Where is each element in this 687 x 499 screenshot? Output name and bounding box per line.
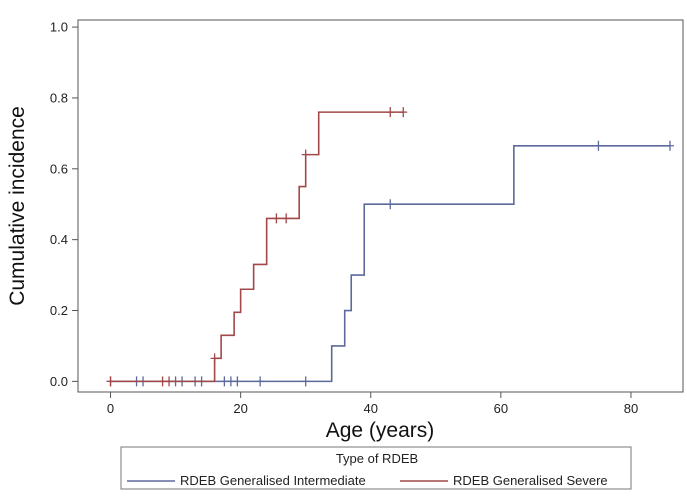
y-axis: 0.0 0.2 0.4 0.6 0.8 1.0 [50,20,78,389]
censor-mark [665,140,674,151]
censor-mark [594,140,603,151]
series-step-line [110,111,404,383]
censor-mark [301,149,310,160]
censor-mark [210,353,219,364]
plot-frame [77,19,684,393]
censor-mark [386,107,395,118]
x-axis-title: Age (years) [326,419,435,442]
y-tick-label: 0.8 [50,90,68,105]
x-axis: 0 20 40 60 80 [107,392,638,416]
censor-mark [272,213,281,224]
series-layer [106,107,674,387]
x-tick-label: 60 [494,401,508,416]
censor-mark [233,376,242,387]
censor-mark [386,199,395,210]
series-intermediate [106,140,674,387]
y-tick-label: 0.6 [50,161,68,176]
x-tick-label: 40 [364,401,378,416]
y-tick-label: 0.4 [50,232,68,247]
legend-label-severe: RDEB Generalised Severe [453,473,608,488]
legend-box [120,446,632,490]
censor-mark [256,376,265,387]
y-axis-title: Cumulative incidence [6,106,29,306]
series-step-line [110,144,670,383]
y-tick-label: 0.2 [50,303,68,318]
censor-mark [282,213,291,224]
x-tick-label: 20 [233,401,247,416]
legend-title: Type of RDEB [336,451,418,466]
censor-mark [165,376,174,387]
censor-mark [106,376,115,387]
y-tick-label: 0.0 [50,374,68,389]
series-severe [106,107,408,387]
censor-mark [301,376,310,387]
censor-mark [399,107,408,118]
x-tick-label: 80 [624,401,638,416]
y-tick-label: 1.0 [50,20,68,35]
x-tick-label: 0 [107,401,114,416]
legend-label-intermediate: RDEB Generalised Intermediate [180,473,366,488]
legend: Type of RDEB RDEB Generalised Intermedia… [120,446,632,490]
